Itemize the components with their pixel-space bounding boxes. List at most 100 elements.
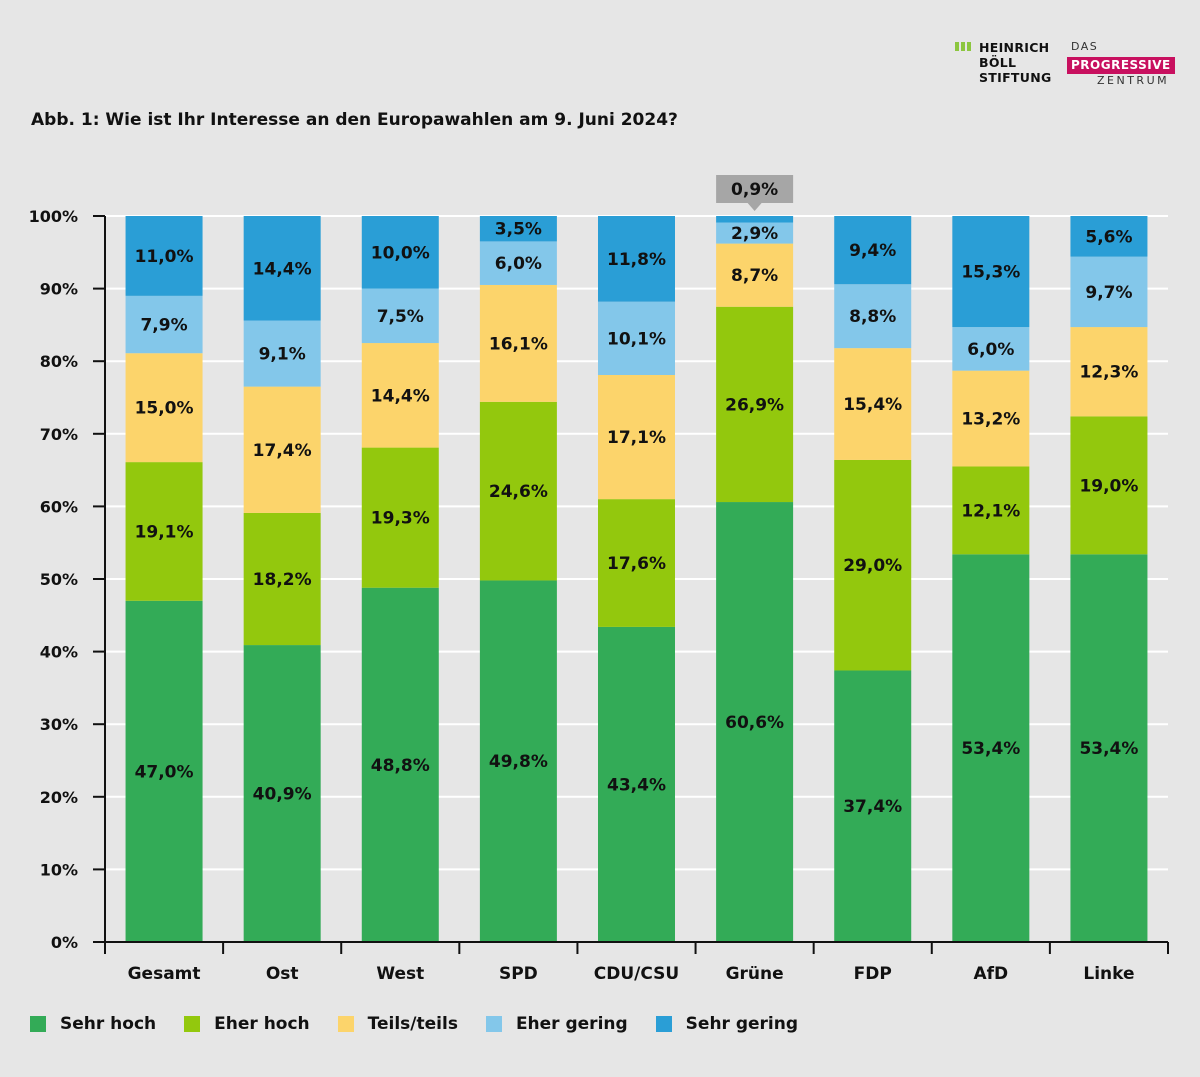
bar-segment: [479, 216, 557, 242]
bar-segment: [716, 502, 794, 942]
data-label: 8,7%: [731, 266, 778, 286]
legend-item: Teils/teils: [337, 1014, 458, 1034]
bar-segment: [361, 288, 439, 344]
data-label: 17,6%: [607, 554, 666, 574]
bar-segment: [716, 222, 794, 244]
data-label: 7,5%: [377, 307, 424, 327]
data-label: 12,1%: [961, 501, 1020, 521]
data-label: 60,6%: [725, 713, 784, 733]
legend-swatch: [485, 1016, 502, 1032]
bar-segment: [1070, 216, 1148, 257]
y-tick-label: 60%: [40, 497, 78, 516]
legend-label: Teils/teils: [367, 1014, 458, 1034]
data-label: 15,3%: [961, 263, 1020, 283]
bar-segment: [479, 580, 557, 942]
bar-segment: [952, 466, 1030, 555]
data-label: 7,9%: [140, 316, 187, 336]
legend-item: Eher hoch: [184, 1014, 310, 1034]
data-label: 9,7%: [1085, 283, 1132, 303]
callout-pointer: [747, 203, 762, 211]
legend-swatch: [184, 1016, 201, 1032]
chart-title: Abb. 1: Wie ist Ihr Interesse an den Eur…: [31, 110, 678, 130]
data-label: 47,0%: [135, 762, 194, 782]
y-tick-label: 100%: [29, 207, 78, 226]
data-label: 26,9%: [725, 395, 784, 415]
y-tick-label: 80%: [40, 352, 78, 371]
bar-segment: [243, 216, 321, 321]
data-label: 9,1%: [259, 345, 306, 365]
bar-segment: [125, 462, 203, 601]
bar-segment: [1070, 327, 1148, 417]
bar-segment: [1070, 554, 1148, 942]
x-tick-label: FDP: [854, 964, 892, 984]
legend-item: Eher gering: [485, 1014, 628, 1034]
data-label: 16,1%: [489, 334, 548, 354]
bar-segment: [243, 320, 321, 387]
x-tick-label: CDU/CSU: [594, 964, 679, 984]
data-label: 48,8%: [371, 756, 430, 776]
bar-segment: [125, 600, 203, 942]
progressive-zentrum-logo: DAS PROGRESSIVE ZENTRUM: [1067, 40, 1175, 88]
bar-segment: [834, 216, 912, 285]
bar-segment: [598, 374, 675, 500]
x-tick-label: SPD: [499, 964, 538, 984]
bar-segment: [479, 241, 557, 285]
x-tick-label: Gesamt: [128, 964, 201, 984]
data-label: 6,0%: [967, 340, 1014, 360]
bar-segment: [361, 216, 439, 289]
data-label: 43,4%: [607, 775, 666, 795]
data-label: 53,4%: [1079, 739, 1138, 759]
bar-segment: [598, 626, 675, 942]
y-tick-label: 50%: [40, 570, 78, 589]
data-label: 11,8%: [607, 250, 666, 270]
bar-segment: [834, 459, 912, 671]
bar-segment: [243, 386, 321, 513]
y-tick-label: 0%: [51, 933, 78, 952]
bar-segment: [243, 645, 321, 942]
data-label: 13,2%: [961, 410, 1020, 430]
x-tick-label: Ost: [266, 964, 299, 984]
bar-segment: [125, 216, 203, 296]
data-label: 53,4%: [961, 739, 1020, 759]
callout-label: 0,9%: [731, 180, 778, 200]
y-tick-label: 30%: [40, 715, 78, 734]
y-tick-label: 20%: [40, 788, 78, 807]
bar-segment: [952, 554, 1030, 942]
data-label: 15,4%: [843, 395, 902, 415]
data-label: 15,0%: [135, 399, 194, 419]
bar-segment: [479, 401, 557, 581]
data-label: 37,4%: [843, 797, 902, 817]
legend-label: Sehr gering: [685, 1014, 799, 1034]
data-label: 19,0%: [1079, 476, 1138, 496]
data-label: 49,8%: [489, 752, 548, 772]
y-tick-label: 10%: [40, 860, 78, 879]
bar-segment: [361, 343, 439, 448]
legend-label: Sehr hoch: [60, 1014, 157, 1034]
legend-swatch: [30, 1016, 46, 1032]
bar-segment: [598, 216, 675, 302]
y-tick-label: 40%: [40, 643, 78, 662]
data-label: 19,3%: [371, 509, 430, 529]
callout-box: [716, 175, 794, 203]
x-tick-label: West: [376, 964, 424, 984]
bar-segment: [125, 353, 203, 463]
bar-segment: [716, 216, 794, 223]
data-label: 17,4%: [253, 441, 312, 461]
data-label: 17,1%: [607, 428, 666, 448]
bar-segment: [716, 243, 794, 307]
boell-logo-text: HEINRICH BÖLL STIFTUNG: [979, 40, 1052, 85]
data-label: 19,1%: [135, 522, 194, 542]
legend-swatch: [337, 1016, 354, 1032]
bar-segment: [952, 327, 1030, 371]
y-tick-label: 90%: [40, 280, 78, 299]
bar-segment: [125, 295, 203, 354]
data-label: 18,2%: [253, 570, 312, 590]
data-label: 3,5%: [495, 220, 542, 240]
data-label: 8,8%: [849, 307, 896, 327]
bar-segment: [361, 587, 439, 942]
bar-segment: [243, 512, 321, 646]
data-label: 29,0%: [843, 556, 902, 576]
bar-segment: [834, 670, 912, 942]
legend-item: Sehr hoch: [30, 1014, 156, 1034]
legend-label: Eher gering: [515, 1014, 628, 1034]
